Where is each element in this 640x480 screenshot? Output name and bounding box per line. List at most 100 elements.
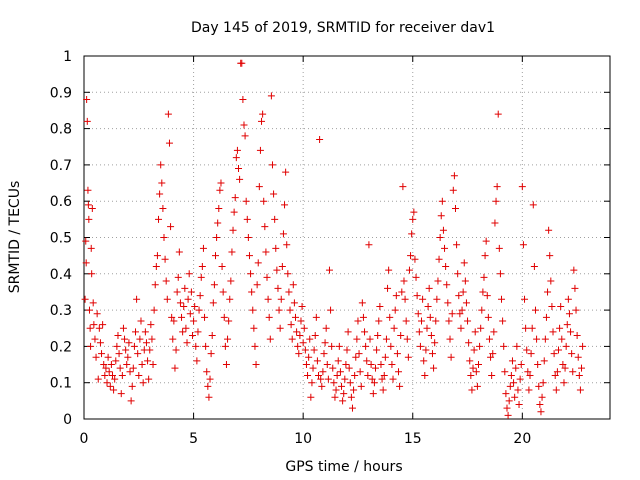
data-point — [125, 339, 133, 347]
data-point — [249, 306, 257, 314]
data-point — [328, 342, 336, 350]
data-point — [93, 310, 101, 318]
data-point — [174, 273, 182, 281]
data-point — [173, 288, 181, 296]
data-point — [201, 313, 209, 321]
data-point — [465, 339, 473, 347]
data-point — [224, 335, 232, 343]
data-point — [487, 353, 495, 361]
data-point — [466, 357, 474, 365]
y-tick-label: 0.8 — [50, 122, 72, 138]
data-point — [510, 379, 518, 387]
data-point — [296, 332, 304, 340]
x-tick-label: 5 — [189, 431, 198, 447]
data-point — [377, 361, 385, 369]
data-point — [270, 190, 278, 198]
data-point — [573, 332, 581, 340]
data-point — [544, 288, 552, 296]
data-point — [385, 266, 393, 274]
data-point — [401, 295, 409, 303]
data-point — [275, 306, 283, 314]
data-point — [399, 183, 407, 191]
data-point — [101, 371, 109, 379]
data-point — [447, 353, 455, 361]
data-point — [317, 375, 325, 383]
data-point — [89, 299, 97, 307]
data-point — [549, 328, 557, 336]
data-point — [330, 379, 338, 387]
data-point — [204, 382, 212, 390]
y-tick-label: 0.1 — [50, 376, 72, 392]
data-point — [238, 59, 246, 67]
data-point — [283, 241, 291, 249]
data-point — [535, 382, 543, 390]
data-point — [95, 324, 103, 332]
data-point — [516, 375, 524, 383]
data-point — [278, 263, 286, 271]
data-point — [356, 368, 364, 376]
data-point — [439, 226, 447, 234]
data-point — [138, 361, 146, 369]
data-point — [239, 96, 247, 104]
data-point — [92, 353, 100, 361]
data-point — [490, 328, 498, 336]
data-point — [205, 393, 213, 401]
data-point — [217, 179, 225, 187]
data-point — [489, 350, 497, 358]
data-point — [498, 295, 506, 303]
data-point — [157, 161, 165, 169]
data-point — [190, 317, 198, 325]
data-point — [348, 404, 356, 412]
data-point — [188, 332, 196, 340]
data-point — [99, 321, 107, 329]
data-point — [379, 386, 387, 394]
data-point — [563, 321, 571, 329]
data-point — [483, 292, 491, 300]
data-point — [477, 324, 485, 332]
data-point — [457, 324, 465, 332]
y-tick-label: 0.3 — [50, 303, 72, 319]
data-point — [412, 273, 420, 281]
data-point — [114, 332, 122, 340]
data-point — [576, 386, 584, 394]
data-point — [371, 364, 379, 372]
data-point — [441, 244, 449, 252]
data-point — [333, 371, 341, 379]
data-point — [332, 386, 340, 394]
data-point — [107, 361, 115, 369]
data-point — [390, 324, 398, 332]
data-point — [478, 306, 486, 314]
data-point — [218, 263, 226, 271]
data-point — [215, 204, 223, 212]
data-point — [560, 379, 568, 387]
data-point — [268, 161, 276, 169]
data-point — [319, 368, 327, 376]
data-point — [384, 284, 392, 292]
data-point — [304, 371, 312, 379]
data-point — [524, 368, 532, 376]
data-point — [521, 295, 529, 303]
data-point — [306, 335, 314, 343]
data-point — [221, 342, 229, 350]
data-point — [443, 281, 451, 289]
y-tick-label: 0 — [63, 412, 72, 428]
data-point — [545, 226, 553, 234]
data-point — [196, 292, 204, 300]
data-point — [369, 390, 377, 398]
data-point — [559, 361, 567, 369]
data-point — [550, 350, 558, 358]
data-point — [364, 371, 372, 379]
data-point — [152, 263, 160, 271]
data-point — [511, 393, 519, 401]
data-point — [514, 386, 522, 394]
data-point — [506, 382, 514, 390]
data-point — [298, 302, 306, 310]
data-point — [274, 284, 282, 292]
data-point — [105, 368, 113, 376]
data-point — [540, 357, 548, 365]
data-point — [255, 183, 263, 191]
data-point — [276, 324, 284, 332]
data-point — [422, 346, 430, 354]
data-point — [503, 404, 511, 412]
data-point — [214, 219, 222, 227]
